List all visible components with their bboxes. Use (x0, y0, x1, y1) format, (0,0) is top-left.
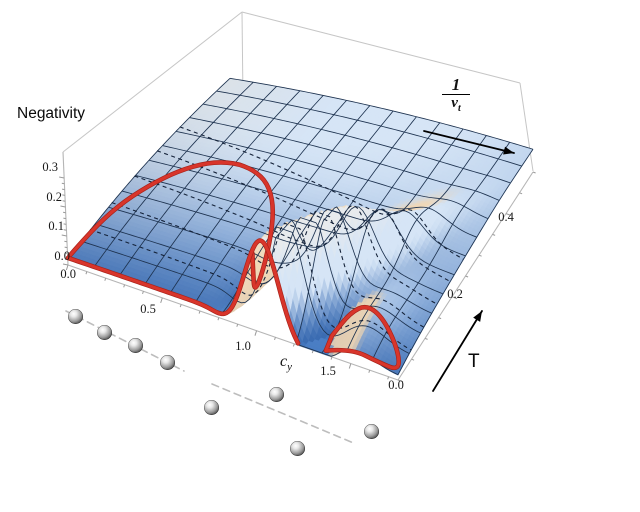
x-axis-title: cy (280, 353, 292, 374)
sphere-marker (96, 324, 112, 340)
z-tick-0.3: 0.3 (42, 160, 58, 174)
x-tick-origin: 0.0 (60, 267, 76, 281)
y-tick-0.4: 0.4 (498, 210, 514, 224)
y-tick-0.2: 0.2 (447, 287, 463, 301)
x-tick-1.0: 1.0 (235, 339, 251, 353)
z-axis-title: Negativity (17, 105, 86, 122)
x-tick-1.5: 1.5 (320, 364, 336, 378)
sphere-marker (67, 308, 83, 324)
sphere-marker (203, 399, 219, 415)
sphere-marker (127, 337, 143, 353)
inverse-thermal-frequency-label: 1 νt (437, 76, 475, 114)
z-tick-0.0: 0.0 (54, 249, 70, 263)
sphere-marker (268, 386, 284, 402)
sphere-marker (363, 423, 379, 439)
y-tick-0.0: 0.0 (388, 378, 404, 392)
x-tick-0.5: 0.5 (140, 302, 156, 316)
fraction-bar (442, 94, 470, 95)
z-tick-0.2: 0.2 (46, 190, 62, 204)
sphere-marker (159, 354, 175, 370)
z-tick-0.1: 0.1 (48, 219, 64, 233)
temperature-axis-label: T (468, 351, 480, 372)
sphere-marker (289, 440, 305, 456)
